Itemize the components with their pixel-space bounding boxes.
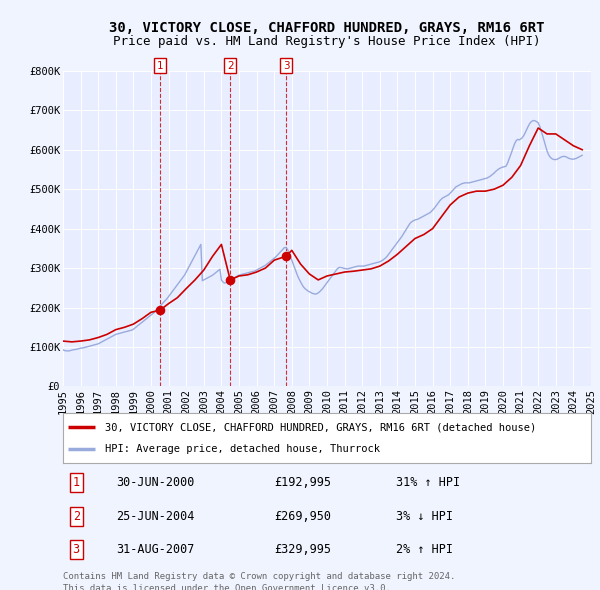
Text: 1: 1 — [157, 61, 163, 71]
Text: 2% ↑ HPI: 2% ↑ HPI — [395, 543, 452, 556]
Text: 30, VICTORY CLOSE, CHAFFORD HUNDRED, GRAYS, RM16 6RT: 30, VICTORY CLOSE, CHAFFORD HUNDRED, GRA… — [109, 21, 545, 35]
Text: 30, VICTORY CLOSE, CHAFFORD HUNDRED, GRAYS, RM16 6RT (detached house): 30, VICTORY CLOSE, CHAFFORD HUNDRED, GRA… — [105, 422, 536, 432]
Text: Price paid vs. HM Land Registry's House Price Index (HPI): Price paid vs. HM Land Registry's House … — [113, 35, 541, 48]
Text: 3: 3 — [73, 543, 80, 556]
Text: This data is licensed under the Open Government Licence v3.0.: This data is licensed under the Open Gov… — [63, 584, 391, 590]
Text: £269,950: £269,950 — [274, 510, 331, 523]
Text: Contains HM Land Registry data © Crown copyright and database right 2024.: Contains HM Land Registry data © Crown c… — [63, 572, 455, 581]
Text: 1: 1 — [73, 476, 80, 489]
Text: 31-AUG-2007: 31-AUG-2007 — [116, 543, 194, 556]
Text: 3% ↓ HPI: 3% ↓ HPI — [395, 510, 452, 523]
Text: 25-JUN-2004: 25-JUN-2004 — [116, 510, 194, 523]
Text: 2: 2 — [73, 510, 80, 523]
Point — [155, 306, 164, 315]
Text: 31% ↑ HPI: 31% ↑ HPI — [395, 476, 460, 489]
Text: 2: 2 — [227, 61, 233, 71]
Text: 3: 3 — [283, 61, 289, 71]
Point — [281, 251, 291, 261]
Point — [226, 275, 235, 284]
Text: £329,995: £329,995 — [274, 543, 331, 556]
Text: £192,995: £192,995 — [274, 476, 331, 489]
Text: HPI: Average price, detached house, Thurrock: HPI: Average price, detached house, Thur… — [105, 444, 380, 454]
Text: 30-JUN-2000: 30-JUN-2000 — [116, 476, 194, 489]
